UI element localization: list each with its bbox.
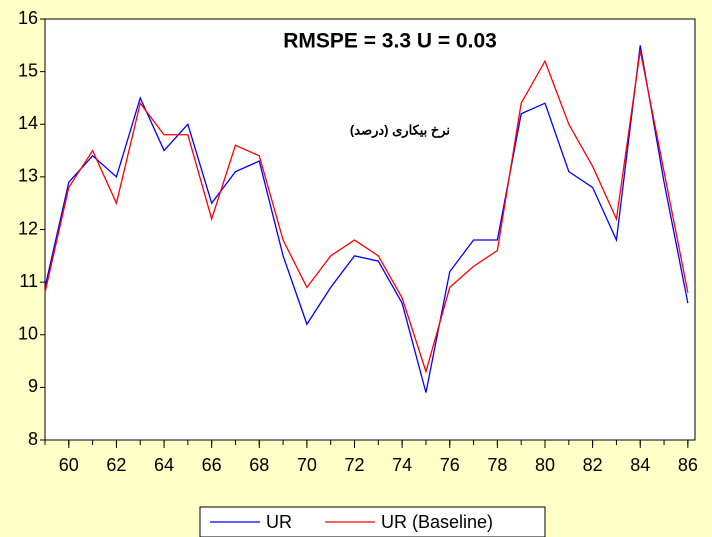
x-tick-label: 60: [59, 455, 79, 475]
y-tick-label: 16: [18, 8, 38, 28]
annotation: RMSPE = 3.3 U = 0.03: [283, 30, 497, 53]
annotation: نرخ بیکاری (درصد): [350, 122, 450, 138]
x-tick-label: 64: [154, 455, 174, 475]
x-tick-label: 76: [440, 455, 460, 475]
y-tick-label: 12: [18, 218, 38, 238]
x-tick-label: 78: [487, 455, 507, 475]
x-tick-label: 80: [535, 455, 555, 475]
y-tick-label: 8: [28, 429, 38, 449]
x-tick-label: 68: [249, 455, 269, 475]
y-tick-label: 11: [19, 271, 38, 291]
x-tick-label: 82: [583, 455, 603, 475]
line-series: [44, 50, 689, 374]
y-tick-label: 13: [18, 166, 38, 186]
x-tick-label: 74: [392, 455, 412, 475]
y-tick-label: 9: [28, 376, 38, 396]
legend-label: UR (Baseline): [381, 512, 493, 532]
x-tick-label: 86: [678, 455, 698, 475]
line-series: [44, 45, 689, 393]
x-tick-label: 66: [202, 455, 222, 475]
y-tick-label: 15: [18, 60, 38, 80]
plot-area: [44, 18, 696, 441]
x-tick-label: 84: [630, 455, 650, 475]
x-tick-label: 72: [345, 455, 365, 475]
y-tick-label: 14: [18, 113, 38, 133]
y-tick-label: 10: [18, 324, 38, 344]
x-tick-label: 62: [106, 455, 126, 475]
legend-label: UR: [266, 512, 292, 532]
x-tick-label: 70: [297, 455, 317, 475]
